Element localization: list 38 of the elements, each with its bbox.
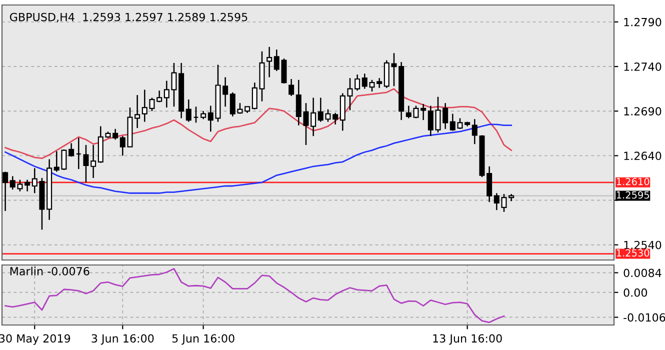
candlestick <box>266 46 272 78</box>
candlestick <box>90 144 96 179</box>
candlestick <box>442 102 448 130</box>
y-tick-label: 1.2640 <box>624 152 662 160</box>
ref-line-label: 1.2595 <box>616 191 650 199</box>
candlestick <box>83 144 89 184</box>
text: GBPUSD,H4 1.2593 1.2597 1.2589 1.2595 <box>10 12 248 22</box>
line-series <box>4 88 512 160</box>
line-series <box>4 268 505 324</box>
candlestick <box>376 77 382 89</box>
y-tick-label: -0.0106 <box>624 313 665 322</box>
y-tick-label: 1.2690 <box>624 107 662 116</box>
y-tick-label: 1.2540 <box>624 240 662 250</box>
line-series <box>4 124 512 194</box>
y-tick-label: 1.2740 <box>624 62 662 71</box>
candlestick <box>310 97 316 137</box>
candlestick <box>134 94 140 129</box>
candlestick <box>472 118 478 145</box>
y-tick-label: 0.00 <box>624 288 648 297</box>
candlestick <box>24 179 30 192</box>
candlestick <box>354 74 360 92</box>
x-tick-label: 3 Jun 16:00 <box>92 334 154 345</box>
candlestick <box>222 76 228 108</box>
ref-line-label: 1.2530 <box>616 249 650 257</box>
y-tick-label: 1.2790 <box>624 18 662 26</box>
x-tick-label: 13 Jun 16:00 <box>433 334 502 345</box>
candlestick <box>2 171 8 212</box>
candlestick <box>112 128 118 140</box>
chart-title: Marlin -0.0076 <box>10 266 90 276</box>
candlestick <box>332 112 338 126</box>
x-tick-label: 5 Jun 16:00 <box>172 334 234 345</box>
candlestick <box>186 98 192 122</box>
candlestick <box>486 166 492 203</box>
candlestick <box>420 103 426 121</box>
y-tick-label: 0.0084 <box>624 268 662 278</box>
candlestick <box>68 142 74 158</box>
ref-line-label: 1.2610 <box>616 178 650 186</box>
candlestick <box>288 78 294 97</box>
